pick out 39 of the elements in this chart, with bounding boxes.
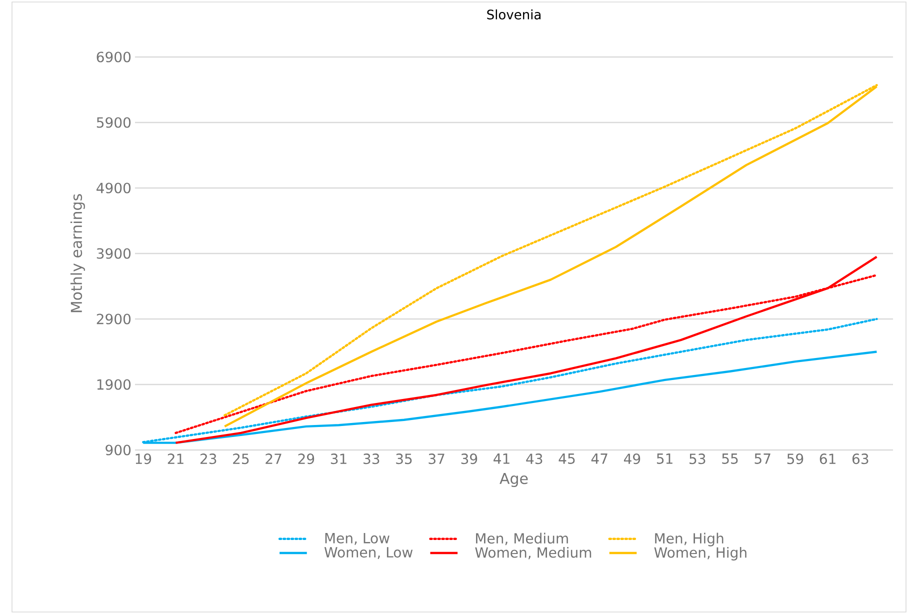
legend-label: Men, Medium (476, 532, 568, 546)
y-tick-label: 4900 (96, 182, 131, 194)
x-axis-title: Age (500, 472, 528, 488)
x-tick-label: 53 (690, 454, 706, 464)
x-tick-label: 31 (330, 454, 346, 464)
x-tick-label: 61 (820, 454, 836, 464)
x-tick-label: 47 (591, 454, 608, 464)
x-tick-label: 27 (266, 454, 282, 464)
x-tick-label: 49 (624, 454, 640, 464)
legend-label: Men, Low (325, 533, 390, 545)
x-tick-label: 57 (754, 454, 770, 464)
legend-label: Women, Low (324, 547, 413, 559)
x-tick-label: 59 (787, 454, 804, 464)
x-tick-label: 55 (722, 454, 738, 464)
x-tick-label: 25 (233, 454, 249, 464)
y-tick-label: 5900 (96, 117, 131, 128)
y-tick-label: 2900 (96, 314, 131, 324)
x-tick-label: 37 (428, 454, 444, 464)
x-tick-label: 63 (852, 454, 868, 464)
y-tick-label: 6900 (96, 52, 131, 62)
legend-label: Men, High (655, 532, 724, 546)
chart-title: Slovenia (487, 9, 541, 20)
x-tick-label: 19 (136, 454, 152, 464)
x-tick-label: 21 (168, 454, 184, 464)
legend-label: Women, Medium (475, 546, 592, 560)
x-tick-label: 45 (558, 454, 575, 464)
x-tick-label: 43 (526, 454, 542, 464)
y-tick-label: 3900 (96, 248, 131, 259)
x-tick-label: 23 (200, 454, 216, 464)
y-tick-label: 900 (106, 444, 131, 456)
y-axis-title: Mothly earnings (70, 194, 85, 312)
x-tick-label: 51 (656, 454, 672, 464)
x-tick-label: 35 (396, 454, 412, 464)
x-tick-label: 33 (364, 454, 380, 464)
y-tick-label: 1900 (97, 379, 131, 390)
x-tick-label: 39 (461, 454, 478, 464)
x-tick-label: 29 (298, 454, 314, 464)
x-tick-label: 41 (494, 454, 510, 464)
legend-label: Women, High (654, 546, 746, 560)
